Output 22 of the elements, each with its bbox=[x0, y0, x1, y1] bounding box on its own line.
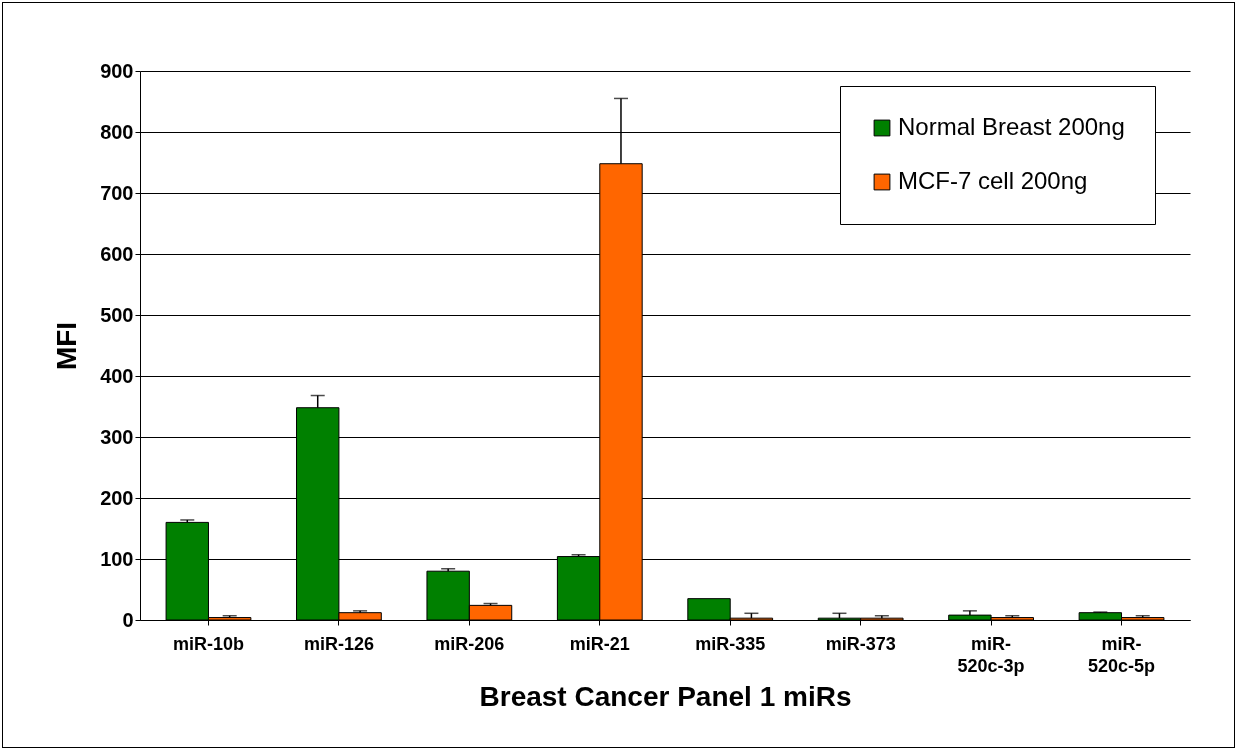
x-tick-label: miR-520c-3p bbox=[957, 633, 1025, 676]
x-tick-label: miR-10b bbox=[172, 633, 244, 654]
y-tick-label: 700 bbox=[100, 181, 134, 204]
x-tick-label: miR-520c-5p bbox=[1088, 633, 1156, 676]
x-tick-label: miR-21 bbox=[569, 633, 630, 654]
x-tick-label: miR-126 bbox=[303, 633, 374, 654]
y-tick-label: 300 bbox=[100, 425, 134, 448]
x-axis-title: Breast Cancer Panel 1 miRs bbox=[479, 680, 852, 712]
legend-label: MCF-7 cell 200ng bbox=[898, 167, 1088, 194]
y-tick-label: 900 bbox=[100, 59, 134, 82]
y-tick-label: 400 bbox=[100, 364, 134, 387]
y-tick-label: 800 bbox=[100, 120, 134, 143]
y-tick-label: 0 bbox=[122, 608, 134, 631]
x-tick-label: miR-373 bbox=[825, 633, 896, 654]
y-tick-label: 600 bbox=[100, 242, 134, 265]
legend-label: Normal Breast 200ng bbox=[898, 113, 1125, 140]
y-tick-label: 500 bbox=[100, 303, 134, 326]
x-tick-label: miR-335 bbox=[695, 633, 766, 654]
y-axis-title: MFI bbox=[51, 321, 83, 371]
y-tick-label: 200 bbox=[100, 486, 134, 509]
y-tick-label: 100 bbox=[100, 547, 134, 570]
x-tick-label: miR-206 bbox=[434, 633, 505, 654]
